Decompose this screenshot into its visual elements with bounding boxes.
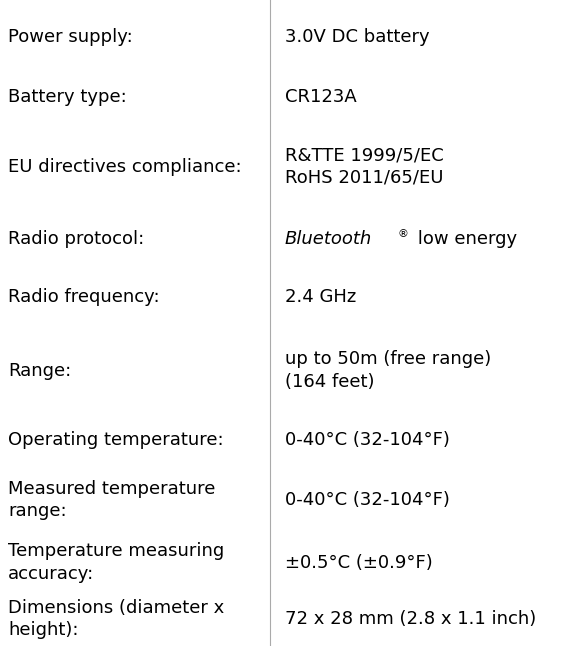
Text: CR123A: CR123A xyxy=(285,87,357,105)
Text: Power supply:: Power supply: xyxy=(8,28,133,45)
Text: low energy: low energy xyxy=(411,230,517,248)
Text: 3.0V DC battery: 3.0V DC battery xyxy=(285,28,430,45)
Text: EU directives compliance:: EU directives compliance: xyxy=(8,158,241,176)
Text: Range:: Range: xyxy=(8,362,71,379)
Text: Dimensions (diameter x
height):: Dimensions (diameter x height): xyxy=(8,599,224,640)
Text: 0-40°C (32-104°F): 0-40°C (32-104°F) xyxy=(285,431,450,449)
Text: Radio protocol:: Radio protocol: xyxy=(8,230,144,248)
Text: 72 x 28 mm (2.8 x 1.1 inch): 72 x 28 mm (2.8 x 1.1 inch) xyxy=(285,610,536,628)
Text: Temperature measuring
accuracy:: Temperature measuring accuracy: xyxy=(8,542,224,583)
Text: ±0.5°C (±0.9°F): ±0.5°C (±0.9°F) xyxy=(285,554,432,572)
Text: Measured temperature
range:: Measured temperature range: xyxy=(8,479,216,521)
Text: 2.4 GHz: 2.4 GHz xyxy=(285,289,356,306)
Text: ®: ® xyxy=(397,229,408,239)
Text: Battery type:: Battery type: xyxy=(8,87,127,105)
Text: Operating temperature:: Operating temperature: xyxy=(8,431,224,449)
Text: up to 50m (free range)
(164 feet): up to 50m (free range) (164 feet) xyxy=(285,350,491,391)
Text: R&TTE 1999/5/EC
RoHS 2011/65/EU: R&TTE 1999/5/EC RoHS 2011/65/EU xyxy=(285,146,444,187)
Text: Radio frequency:: Radio frequency: xyxy=(8,289,159,306)
Text: 0-40°C (32-104°F): 0-40°C (32-104°F) xyxy=(285,491,450,509)
Text: Bluetooth: Bluetooth xyxy=(285,230,372,248)
